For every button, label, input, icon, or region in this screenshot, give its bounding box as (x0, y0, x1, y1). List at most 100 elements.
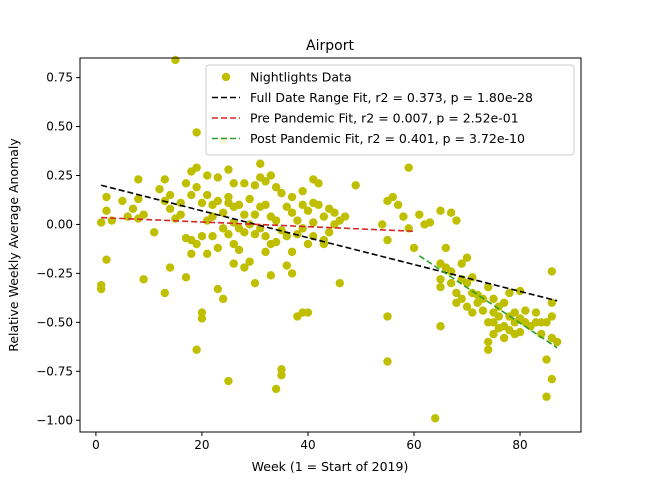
data-point (197, 231, 207, 241)
data-point (218, 294, 228, 304)
x-tick-label: 20 (194, 438, 209, 452)
data-point (213, 243, 223, 253)
fit-line (418, 255, 558, 349)
data-point (160, 175, 170, 184)
data-point (218, 224, 228, 233)
data-point (181, 179, 191, 188)
data-point (282, 261, 291, 270)
data-point (213, 173, 223, 182)
data-point (203, 249, 212, 259)
data-point (377, 220, 387, 229)
legend: Nightlights Data Full Date Range Fit, r2 … (205, 64, 575, 156)
legend-label: Full Date Range Fit, r2 = 0.373, p = 1.8… (250, 90, 533, 105)
data-point (489, 329, 498, 339)
y-tick-label: 0.25 (46, 168, 73, 182)
data-point (245, 257, 254, 266)
data-point (314, 200, 323, 210)
y-tick-label: 0.75 (46, 71, 73, 85)
data-point (250, 278, 260, 288)
y-tick-label: −0.25 (36, 266, 73, 280)
chart-title: Airport (306, 38, 354, 54)
data-point (208, 231, 217, 241)
data-point (552, 337, 562, 347)
data-point (547, 312, 557, 321)
data-point (393, 200, 403, 210)
data-point (118, 196, 127, 206)
data-point (446, 278, 456, 288)
legend-label: Post Pandemic Fit, r2 = 0.401, p = 3.72e… (250, 131, 525, 146)
data-point (192, 239, 201, 249)
data-point (489, 294, 498, 304)
data-point (446, 267, 456, 276)
data-point (102, 192, 111, 202)
data-point (192, 163, 201, 172)
data-point (197, 198, 207, 208)
x-tick-label: 0 (92, 438, 100, 452)
data-point (187, 249, 196, 259)
data-point (224, 376, 233, 386)
data-point (351, 181, 360, 190)
data-point (171, 55, 180, 65)
data-point (462, 253, 472, 262)
data-point (409, 243, 419, 253)
data-point (457, 294, 466, 304)
data-point (139, 210, 148, 219)
data-point (383, 312, 392, 321)
data-point (298, 224, 307, 233)
data-point (383, 357, 392, 366)
data-point (97, 284, 106, 294)
data-point (282, 231, 291, 241)
data-point (261, 200, 270, 210)
data-point (224, 165, 233, 174)
data-point (484, 345, 493, 354)
data-point (197, 314, 207, 323)
legend-label: Nightlights Data (250, 70, 352, 85)
data-point (229, 259, 238, 268)
y-tick-label: 0.50 (46, 120, 73, 134)
data-point (515, 286, 525, 296)
data-point (192, 345, 201, 354)
data-point (446, 208, 456, 217)
x-tick-label: 40 (300, 438, 315, 452)
y-tick-label: −0.75 (36, 364, 73, 378)
data-point (521, 306, 530, 315)
data-point (330, 208, 339, 217)
data-point (266, 271, 276, 280)
data-point (271, 237, 281, 247)
axes: 0 20 40 60 80 −1.00 −0.75 −0.50 −0.25 0.00 0.25 0.5… (36, 57, 582, 452)
data-point (452, 288, 461, 298)
fit-line (101, 216, 415, 233)
data-point (282, 202, 291, 212)
y-axis-title: Relative Weekly Average Anomaly (6, 138, 21, 352)
data-point (160, 288, 170, 298)
data-point (457, 259, 466, 268)
data-point (309, 218, 318, 227)
data-point (515, 327, 525, 337)
data-point (547, 298, 557, 307)
data-point (234, 200, 244, 210)
data-point (298, 200, 307, 210)
data-point (468, 273, 477, 282)
legend-box (205, 64, 575, 156)
data-point (234, 245, 244, 255)
data-point (388, 192, 397, 202)
legend-label: Pre Pandemic Fit, r2 = 0.007, p = 2.52e-… (250, 111, 519, 126)
data-point (415, 210, 424, 219)
fit-line (101, 184, 558, 302)
data-point (203, 190, 212, 200)
data-point (102, 255, 111, 264)
data-point (261, 177, 270, 186)
data-point (478, 306, 488, 315)
y-tick-label: −1.00 (36, 413, 73, 427)
data-point (314, 179, 323, 188)
data-point (499, 298, 509, 307)
data-point (293, 216, 302, 225)
data-point (494, 312, 504, 321)
data-point (176, 198, 185, 208)
data-point (489, 318, 498, 327)
data-point (462, 302, 472, 311)
data-point (324, 228, 334, 237)
data-point (229, 239, 238, 249)
data-point (404, 163, 413, 172)
